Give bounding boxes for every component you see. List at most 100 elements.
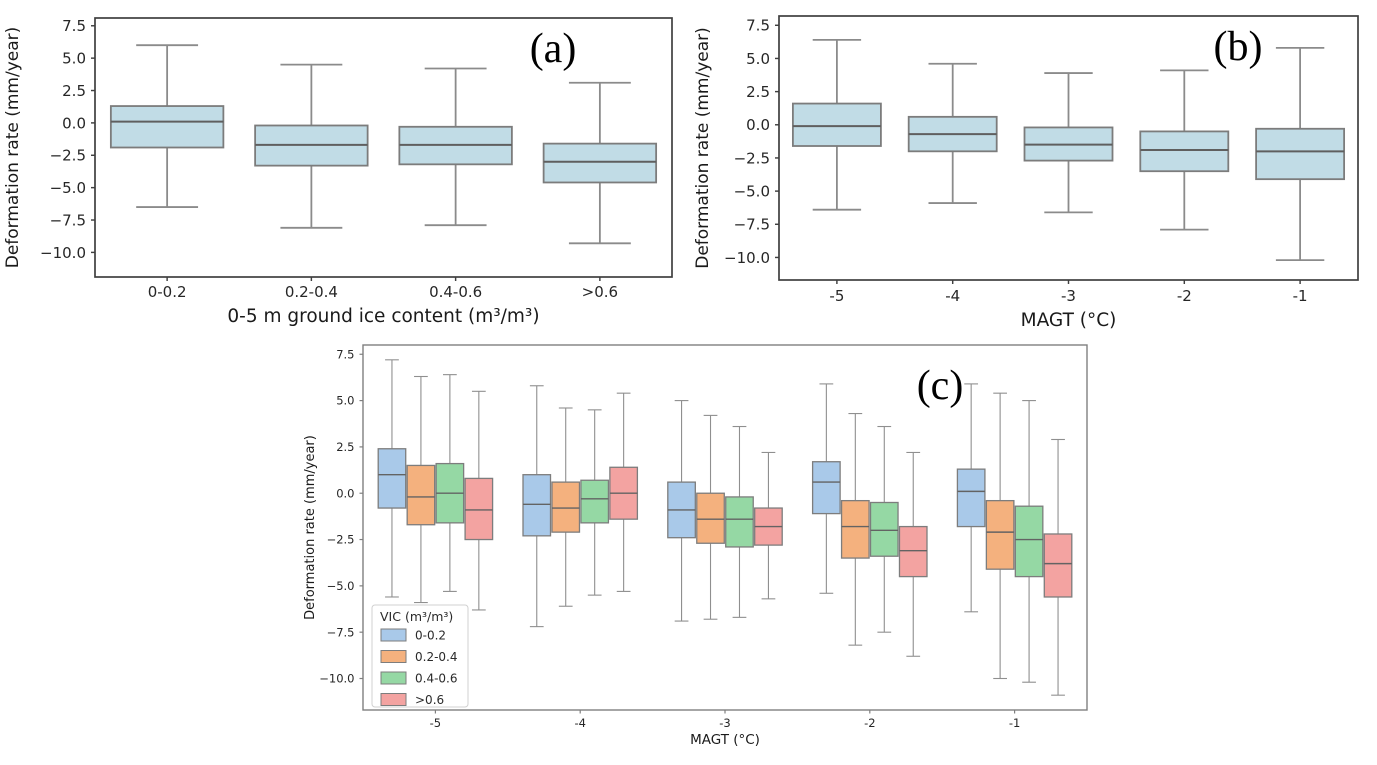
plot-frame xyxy=(362,344,1088,711)
boxplot-a-0.4-0.6-all xyxy=(398,67,513,227)
y-tick-label: −10.0 xyxy=(40,244,86,262)
legend-label: 0-0.2 xyxy=(415,629,446,643)
y-tick-label: 7.5 xyxy=(746,17,770,35)
y-axis-label: Deformation rate (mm/year) xyxy=(3,27,23,269)
x-tick-label: -3 xyxy=(1061,287,1076,305)
boxplot-c--3-0.4-0.6 xyxy=(725,425,754,618)
box-iqr xyxy=(1139,130,1230,173)
y-tick-label: −7.5 xyxy=(734,216,770,234)
boxplot-c--5->0.6 xyxy=(464,390,494,611)
y-tick-label: 0.0 xyxy=(746,116,770,134)
x-tick-label: -4 xyxy=(574,716,585,730)
box-iqr xyxy=(725,496,754,548)
box-iqr xyxy=(811,461,841,515)
legend-label: 0.2-0.4 xyxy=(415,650,458,664)
x-tick-label: >0.6 xyxy=(582,283,618,301)
y-tick-label: −5.0 xyxy=(50,179,86,197)
boxplot-b--1-all xyxy=(1255,46,1346,262)
boxplot-a->0.6-all xyxy=(542,81,658,245)
y-tick-label: 2.5 xyxy=(746,83,770,101)
box-iqr xyxy=(840,499,870,559)
boxplot-c--2->0.6 xyxy=(898,451,928,657)
x-tick-label: -5 xyxy=(829,287,844,305)
boxplot-c--1->0.6 xyxy=(1043,438,1073,696)
x-tick-label: 0-0.2 xyxy=(148,283,187,301)
boxplot-c--1-0.2-0.4 xyxy=(985,392,1015,680)
boxplot-c--2-0-0.2 xyxy=(811,383,841,594)
panel-a: 7.5 5.0 2.5 0.0 −2.5 −5.0 −7.5 −10.0 0-0.2 0.2-0.… xyxy=(0,0,690,333)
boxplot-a-0.2-0.4-all xyxy=(254,63,369,229)
x-tick-label: -1 xyxy=(1293,287,1308,305)
boxplot-c--2-0.4-0.6 xyxy=(869,425,899,633)
panel-a-chart: 7.5 5.0 2.5 0.0 −2.5 −5.0 −7.5 −10.0 0-0.2 0.2-0.… xyxy=(3,17,673,327)
y-tick-label: −2.5 xyxy=(327,533,355,547)
boxplot-b--3-all xyxy=(1023,72,1114,214)
y-tick-label: −2.5 xyxy=(50,147,86,165)
legend-title: VIC (m³/m³) xyxy=(380,609,453,624)
boxplot-c--3-0-0.2 xyxy=(667,400,696,622)
y-tick-label: 2.5 xyxy=(62,82,86,100)
y-tick-label: 2.5 xyxy=(336,440,354,454)
boxplot-b--5-all xyxy=(791,38,882,211)
box-iqr xyxy=(696,492,725,544)
boxplot-c--4-0.2-0.4 xyxy=(551,407,581,607)
boxplot-c--4-0-0.2 xyxy=(522,385,552,628)
x-tick-label: -4 xyxy=(945,287,960,305)
y-tick-label: −7.5 xyxy=(50,211,86,229)
plot-frame xyxy=(94,17,673,278)
y-tick-label: −2.5 xyxy=(734,149,770,167)
legend-swatch-0-0.2 xyxy=(380,628,407,642)
box-iqr xyxy=(898,525,928,578)
boxplot-b--2-all xyxy=(1139,69,1230,231)
box-iqr xyxy=(377,448,407,509)
x-tick-label: -3 xyxy=(719,716,730,730)
x-tick-label: -5 xyxy=(430,716,441,730)
box-iqr xyxy=(1014,505,1044,578)
boxplot-c--2-0.2-0.4 xyxy=(840,413,870,646)
boxplot-c--5-0-0.2 xyxy=(377,359,407,598)
box-iqr xyxy=(542,142,658,184)
boxplot-c--5-0.2-0.4 xyxy=(406,375,436,604)
box-iqr xyxy=(406,464,436,526)
box-iqr xyxy=(1255,127,1346,181)
boxplot-c--3-0.2-0.4 xyxy=(696,414,725,620)
box-iqr xyxy=(791,102,882,147)
plot-frame xyxy=(778,15,1359,281)
legend-swatch-0.4-0.6 xyxy=(380,671,407,685)
y-axis-label: Deformation rate (mm/year) xyxy=(693,27,713,269)
x-tick-label: 0.2-0.4 xyxy=(285,283,338,301)
y-tick-label: 5.0 xyxy=(336,394,354,408)
box-iqr xyxy=(551,481,581,533)
box-iqr xyxy=(464,477,494,541)
x-tick-label: -2 xyxy=(1177,287,1192,305)
x-axis-label: MAGT (°C) xyxy=(690,732,760,748)
y-tick-label: 5.0 xyxy=(746,50,770,68)
boxplot-a-0-0.2-all xyxy=(109,44,225,208)
y-tick-label: 0.0 xyxy=(62,114,86,132)
boxplot-c--1-0-0.2 xyxy=(956,383,986,613)
boxplot-c--5-0.4-0.6 xyxy=(435,374,465,592)
panel-c-chart: 7.5 5.0 2.5 0.0 −2.5 −5.0 −7.5 −10.0 -5 -4 -3 -2 -1 M… xyxy=(303,344,1088,748)
panel-letter-c: (c) xyxy=(917,363,964,409)
x-tick-label: 0.4-0.6 xyxy=(429,283,482,301)
legend-swatch-0.2-0.4 xyxy=(380,650,407,663)
y-tick-label: 0.0 xyxy=(336,486,354,500)
panel-c: 7.5 5.0 2.5 0.0 −2.5 −5.0 −7.5 −10.0 -5 -4 -3 -2 -1 M… xyxy=(300,337,1100,765)
boxplot-c--4-0.4-0.6 xyxy=(580,409,610,596)
y-tick-label: 7.5 xyxy=(336,347,354,361)
boxplot-c--3->0.6 xyxy=(754,451,783,600)
box-iqr xyxy=(869,501,899,557)
y-tick-label: −5.0 xyxy=(327,579,355,593)
box-iqr xyxy=(985,499,1015,570)
box-iqr xyxy=(109,105,225,149)
y-axis-label: Deformation rate (mm/year) xyxy=(303,435,318,620)
legend-swatch->0.6 xyxy=(380,693,407,706)
panel-b: 7.5 5.0 2.5 0.0 −2.5 −5.0 −7.5 −10.0 -5 -4 -3 -2 -1 M… xyxy=(690,0,1377,333)
panel-letter-a: (a) xyxy=(530,26,577,72)
y-tick-label: −5.0 xyxy=(734,183,770,201)
boxplot-c--1-0.4-0.6 xyxy=(1014,400,1044,683)
x-axis-label: MAGT (°C) xyxy=(1021,310,1117,331)
box-iqr xyxy=(1043,533,1073,598)
y-tick-label: −7.5 xyxy=(327,625,355,639)
